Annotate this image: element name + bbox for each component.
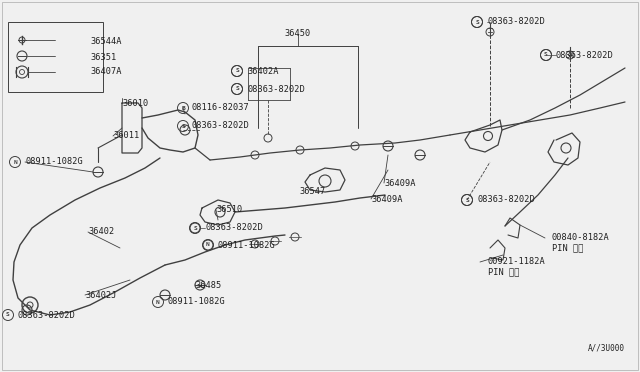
- Text: 36402: 36402: [88, 228, 115, 237]
- Text: 08363-8202D: 08363-8202D: [192, 122, 250, 131]
- Text: 08363-8202D: 08363-8202D: [18, 311, 76, 320]
- Text: S: S: [465, 198, 469, 202]
- Text: S: S: [544, 52, 548, 58]
- Text: 08116-82037: 08116-82037: [192, 103, 250, 112]
- Text: S: S: [181, 124, 185, 128]
- Text: 08911-1082G: 08911-1082G: [218, 241, 276, 250]
- Text: 36510: 36510: [216, 205, 243, 215]
- Text: PIN ピン: PIN ピン: [488, 267, 520, 276]
- Text: 36010: 36010: [122, 99, 148, 108]
- Text: 36402A: 36402A: [247, 67, 278, 76]
- Text: 36409A: 36409A: [371, 195, 403, 203]
- Text: 36011: 36011: [113, 131, 140, 141]
- Text: 08363-8202D: 08363-8202D: [247, 84, 305, 93]
- Text: N: N: [13, 160, 17, 164]
- Text: 36450: 36450: [285, 29, 311, 38]
- Text: 36351: 36351: [90, 52, 116, 61]
- Text: B: B: [181, 106, 185, 110]
- Text: N: N: [206, 243, 210, 247]
- Text: 00921-1182A: 00921-1182A: [488, 257, 546, 266]
- Text: N: N: [156, 299, 160, 305]
- Bar: [8, 22, 103, 92]
- Text: 36402J: 36402J: [85, 291, 116, 299]
- Text: 36544A: 36544A: [90, 38, 122, 46]
- Text: 08363-8202D: 08363-8202D: [205, 224, 263, 232]
- Text: S: S: [475, 19, 479, 25]
- Text: 08363-8202D: 08363-8202D: [556, 51, 614, 60]
- Text: 36409A: 36409A: [384, 179, 415, 187]
- Text: S: S: [235, 68, 239, 74]
- Text: 08363-8202D: 08363-8202D: [487, 17, 545, 26]
- Text: S: S: [193, 225, 197, 231]
- Text: 36485: 36485: [195, 280, 221, 289]
- Text: 08911-1082G: 08911-1082G: [25, 157, 83, 167]
- Text: 36407A: 36407A: [90, 67, 122, 77]
- Text: A//3U000: A//3U000: [588, 343, 625, 353]
- Text: S: S: [235, 87, 239, 92]
- Text: 08363-8202D: 08363-8202D: [477, 196, 535, 205]
- Text: 08911-1082G: 08911-1082G: [168, 298, 226, 307]
- Text: S: S: [6, 312, 10, 317]
- Text: 36547: 36547: [299, 186, 325, 196]
- Text: PIN ピン: PIN ピン: [552, 244, 584, 253]
- Text: 00840-8182A: 00840-8182A: [552, 234, 610, 243]
